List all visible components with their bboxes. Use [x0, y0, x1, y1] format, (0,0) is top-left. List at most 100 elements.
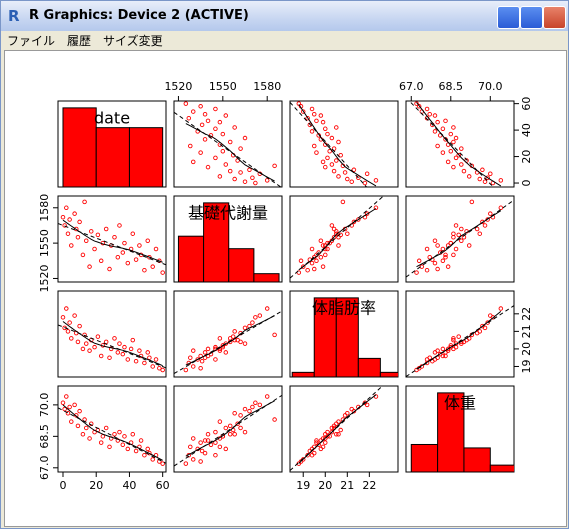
scatter-point	[336, 419, 341, 424]
panel	[57, 290, 167, 378]
scatter-point	[311, 266, 317, 272]
scatter-point	[345, 411, 350, 416]
menu-item[interactable]: サイズ変更	[103, 34, 163, 48]
x-tick-label: 21	[340, 479, 354, 492]
scatter-point	[87, 436, 92, 441]
scatter-point	[309, 260, 315, 266]
scatter-point	[83, 425, 89, 431]
scatter-point	[213, 344, 218, 350]
panel	[289, 100, 399, 188]
scatter-point	[329, 223, 335, 228]
panel-content	[177, 202, 280, 282]
scatter-point	[323, 164, 328, 170]
scatter-point	[451, 337, 456, 343]
scatter-point	[466, 243, 472, 248]
panel-content	[174, 306, 282, 374]
scatter-point	[195, 357, 200, 362]
scatter-point	[469, 199, 475, 205]
scatter-point	[334, 158, 339, 163]
scatter-point	[74, 226, 79, 232]
menu-item[interactable]: 履歴	[67, 34, 92, 48]
scatter-point	[188, 444, 193, 450]
scatter-point	[147, 450, 152, 456]
histogram-bar	[489, 464, 514, 472]
scatter-point	[257, 313, 263, 318]
scatter-point	[342, 413, 348, 418]
y-tick-label: 40	[520, 123, 533, 137]
scatter-point	[325, 246, 330, 252]
maximize-button[interactable]	[520, 6, 543, 29]
y-tick-label: 19	[520, 359, 533, 373]
scatter-point	[122, 434, 127, 439]
y-tick-label: 70.0	[38, 393, 51, 418]
scatter-point	[253, 180, 258, 186]
scatter-point	[130, 431, 136, 437]
close-button[interactable]	[543, 6, 566, 29]
scatter-point	[213, 126, 218, 132]
scatter-point	[300, 264, 306, 269]
scatter-point	[477, 231, 483, 236]
scatter-point	[453, 155, 459, 161]
x-tick-label: 20	[89, 479, 103, 492]
scatter-point	[75, 339, 81, 345]
x-tick-label: 1550	[209, 80, 237, 93]
scatter-point	[309, 246, 315, 252]
scatter-point	[351, 219, 357, 225]
histogram-bar	[463, 447, 491, 472]
scatter-point	[205, 164, 211, 170]
svg-text:R: R	[8, 7, 20, 23]
panel-content	[291, 297, 398, 377]
scatter-point	[75, 423, 81, 429]
scatter-point	[414, 101, 419, 106]
menu-item[interactable]: ファイル	[7, 34, 56, 48]
y-tick-label: 68.5	[38, 424, 51, 449]
histogram-bar	[335, 297, 359, 377]
scatter-point	[103, 226, 109, 232]
scatter-point	[264, 394, 270, 399]
scatter-point	[443, 118, 448, 124]
scatter-point	[247, 408, 252, 414]
scatter-point	[217, 119, 223, 125]
y-tick-label: 60	[520, 97, 533, 111]
scatter-point	[456, 232, 461, 238]
scatter-point	[414, 367, 419, 373]
scatter-point	[213, 155, 218, 161]
scatter-point	[296, 101, 302, 106]
regression-line	[290, 196, 385, 279]
scatter-point	[320, 159, 326, 165]
scatter-point	[448, 149, 454, 154]
panel	[173, 385, 283, 473]
scatter-point	[427, 111, 432, 117]
scatter-point	[64, 394, 69, 399]
panel	[173, 100, 283, 188]
minimize-button[interactable]	[497, 6, 520, 29]
panel-frame	[289, 100, 399, 188]
panel-frame	[173, 290, 283, 378]
scatter-point	[137, 243, 142, 248]
scatter-point	[217, 174, 223, 179]
scatter-point	[329, 425, 335, 431]
scatter-point	[199, 122, 205, 128]
y-tick-label: 1580	[38, 194, 51, 222]
scatter-point	[451, 125, 456, 130]
scatter-point	[432, 238, 438, 244]
panel	[289, 195, 399, 283]
scatter-point	[133, 358, 139, 364]
scatter-point	[223, 113, 229, 118]
scatter-point	[128, 346, 134, 352]
scatter-point	[488, 211, 493, 216]
panel-content	[290, 196, 385, 279]
scatter-point	[95, 232, 101, 238]
scatter-point	[227, 139, 233, 145]
scatter-point	[213, 106, 218, 112]
scatter-point	[199, 358, 205, 364]
scatter-point	[466, 174, 472, 179]
scatter-point	[329, 135, 335, 141]
panel-frame	[173, 385, 283, 473]
scatter-point	[64, 306, 69, 311]
scatter-point	[95, 334, 101, 339]
scatter-point	[272, 163, 277, 169]
panel: date	[57, 100, 167, 188]
scatter-point	[440, 126, 446, 132]
scatter-point	[451, 234, 456, 240]
